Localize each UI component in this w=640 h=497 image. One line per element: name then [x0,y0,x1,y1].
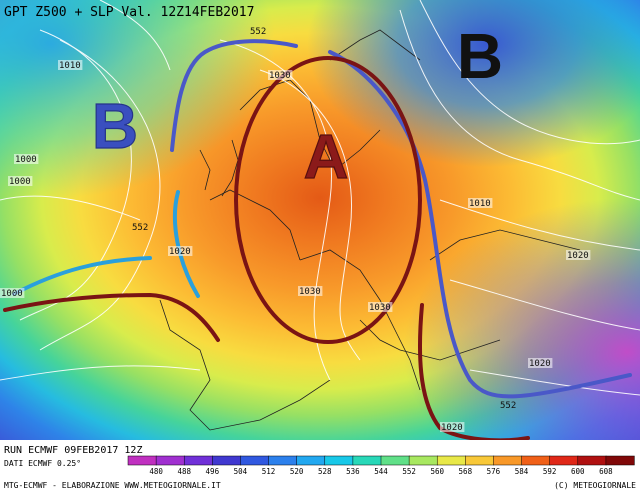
isobar-label-bg [0,288,25,298]
axis-line-west [3,292,220,342]
geopotential-label: 552 [250,27,266,37]
isobar-label: 1020 [567,251,589,261]
scale-swatch [465,455,495,466]
scale-swatch [155,455,185,466]
credit-left: MTG-ECMWF - ELABORAZIONE WWW.METEOGIORNA… [4,481,221,490]
isobar-label: 1020 [441,423,463,433]
isobar-label-bg [468,198,493,208]
scale-tick-label: 568 [459,467,473,476]
scale-swatch [577,455,607,466]
isobar-label: 1000 [1,289,23,299]
ridge-line [170,39,632,399]
footer-panel [0,440,640,493]
isobar-label-bg [58,60,83,70]
scale-swatch [605,455,635,466]
scale-swatch [212,455,242,466]
high-pressure-label: A [304,123,349,192]
scale-tick-label: 536 [346,467,360,476]
geopotential-labels: 552 552 552 [132,27,516,411]
data-source: DATI ECMWF 0.25° [4,459,81,468]
scale-swatch [296,455,326,466]
isobar-label-bg [8,176,33,186]
coastlines [159,29,581,431]
scale-swatch [352,455,382,466]
scale-swatch [324,455,354,466]
trough-line [12,190,200,298]
geopotential-label: 552 [500,401,516,411]
isobar-label: 1030 [369,303,391,313]
scale-tick-label: 512 [262,467,276,476]
low-pressure-label-east: B [457,20,503,92]
isobar-label-bg [528,358,553,368]
isobar-label: 1030 [299,287,321,297]
isobar-label: 1000 [15,155,37,165]
isobar-label: 1010 [59,61,81,71]
scale-tick-label: 576 [487,467,501,476]
scale-tick-label: 584 [515,467,529,476]
high-pressure-ellipse [234,56,422,344]
isobar-label-bg [440,422,465,432]
isobar-label-bg [566,250,591,260]
low-pressure-label-west: B [92,90,138,162]
scale-tick-label: 592 [543,467,557,476]
isobar-label: 1010 [469,199,491,209]
scale-swatch [268,455,298,466]
isobar-label: 1020 [169,247,191,257]
scale-swatch [380,455,410,466]
isobar-label-bg [368,302,393,312]
scale-swatch [240,455,270,466]
run-info: RUN ECMWF 09FEB2017 12Z [4,445,142,456]
isobar-label: 1030 [269,71,291,81]
credit-right: (C) METEOGIORNALE [554,481,636,490]
scale-tick-label: 496 [206,467,220,476]
scale-tick-label: 544 [374,467,388,476]
isobar-label: 1020 [529,359,551,369]
scale-swatch [183,455,213,466]
scale-tick-label: 504 [234,467,248,476]
scale-tick-label: 528 [318,467,332,476]
isobar-label-bg [14,154,39,164]
scale-tick-label: 488 [177,467,191,476]
isobar-label: 1000 [9,177,31,187]
scale-swatch [127,455,157,466]
scale-tick-label: 560 [430,467,444,476]
scale-tick-label: 552 [402,467,416,476]
scale-swatch [408,455,438,466]
isobar-label-bg [298,286,323,296]
isobar-label-bg [268,70,293,80]
scale-swatch [549,455,579,466]
map-title: GPT Z500 + SLP Val. 12Z14FEB2017 [4,5,254,20]
geopotential-label: 552 [132,223,148,233]
isobar-label-bg [168,246,193,256]
scale-swatch [521,455,551,466]
scale-tick-label: 480 [149,467,163,476]
scale-swatch [436,455,466,466]
scale-tick-label: 608 [599,467,613,476]
scale-tick-label: 600 [571,467,585,476]
scale-tick-label: 520 [290,467,304,476]
scale-swatch [493,455,523,466]
color-scale: 480 488 496 504 512 520 528 536 544 552 560 568 576 5… [127,455,635,476]
isobar-labels: 1010 1000 1000 1020 1030 1030 1010 1020 1020 1030… [0,60,591,433]
